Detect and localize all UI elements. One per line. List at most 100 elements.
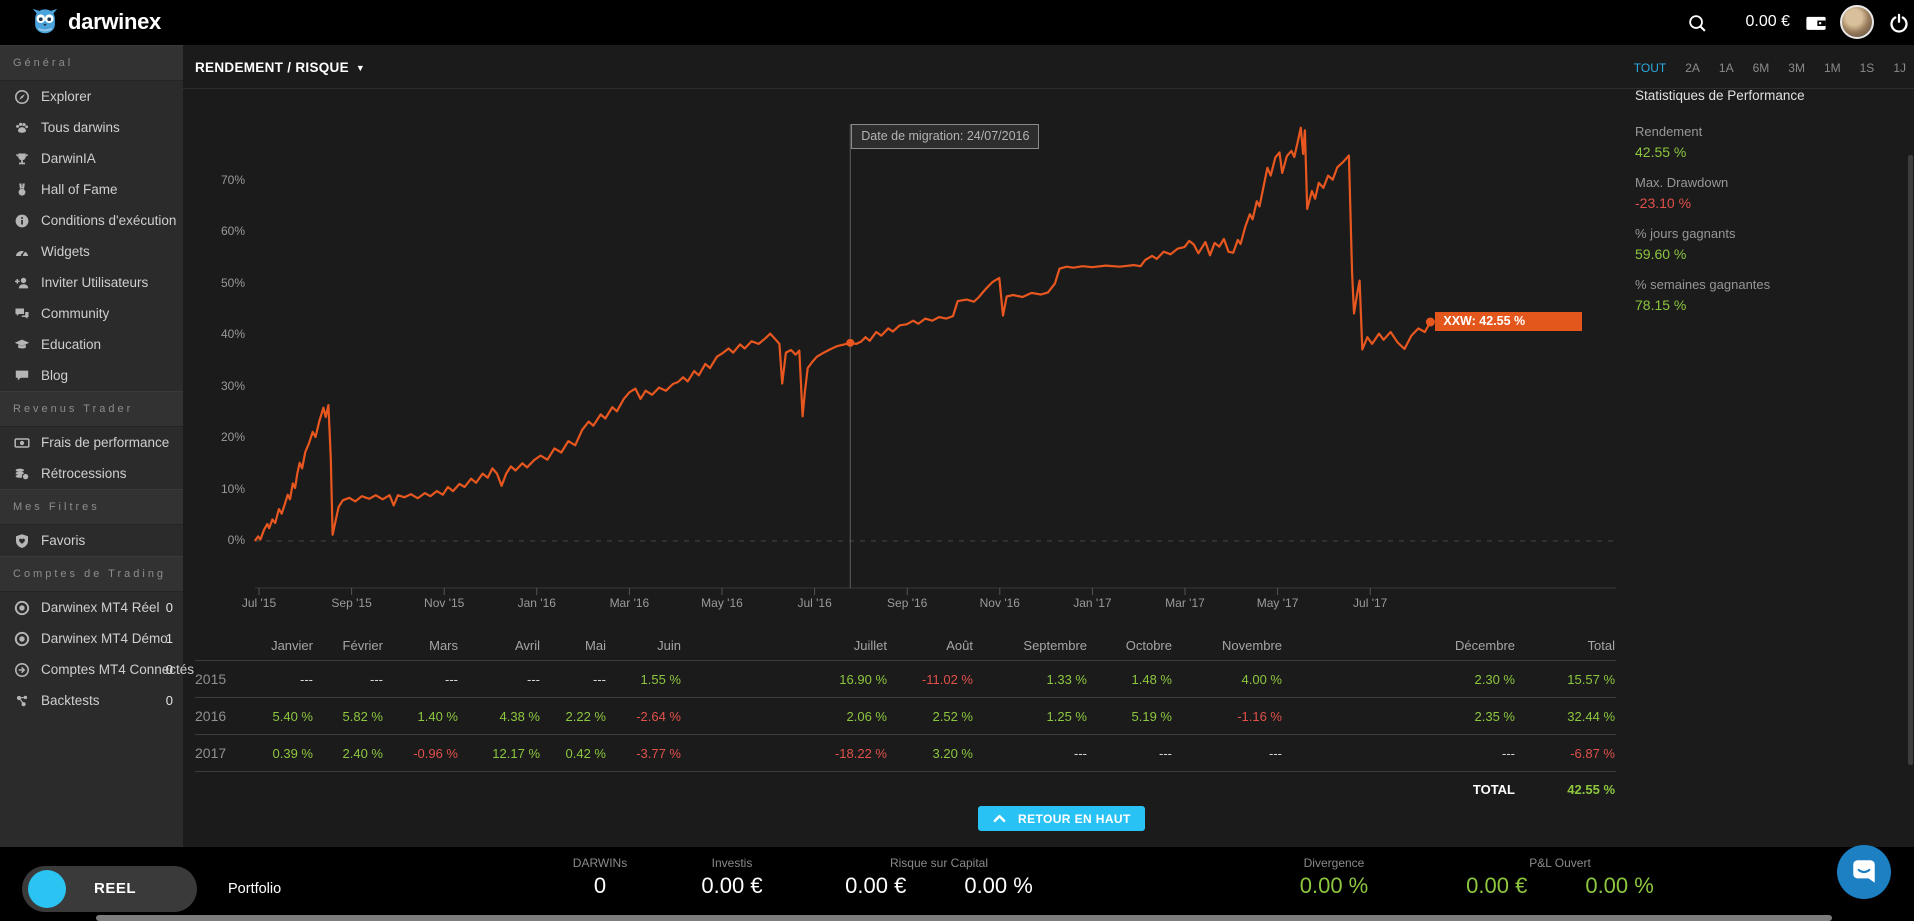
sidebar-item-explorer[interactable]: Explorer (0, 81, 183, 112)
metric-dropdown[interactable]: RENDEMENT / RISQUE ▼ (195, 60, 365, 75)
chat-button[interactable] (1837, 845, 1891, 899)
sidebar-item-hall-of-fame[interactable]: Hall of Fame (0, 174, 183, 205)
range-button-1a[interactable]: 1A (1718, 61, 1734, 75)
real-demo-toggle[interactable]: REEL (22, 866, 197, 912)
y-axis-tick-label: 0% (227, 533, 245, 547)
stat-label: Max. Drawdown (1635, 175, 1729, 190)
metric-dropdown-label: RENDEMENT / RISQUE (195, 60, 349, 75)
graduation-cap-icon (13, 336, 30, 353)
table-value-cell: 2.06 % (846, 708, 887, 724)
table-value-cell: 4.00 % (1241, 671, 1282, 687)
darwinex-logo[interactable]: darwinex (30, 7, 161, 37)
footer-stat-label: DARWINs (572, 856, 628, 870)
table-value-cell: 5.40 % (272, 708, 313, 724)
stat-value: 42.55 % (1635, 144, 1687, 160)
table-value-cell: --- (370, 671, 383, 687)
back-to-top-label: RETOUR EN HAUT (1018, 811, 1131, 826)
wallet-icon[interactable] (1803, 10, 1829, 36)
table-header-cell: Mai (585, 637, 606, 653)
horizontal-scrollbar[interactable] (96, 915, 1832, 921)
table-total-row: TOTAL 42.55 % (195, 771, 1616, 806)
table-value-cell: 0.42 % (565, 745, 606, 761)
search-icon[interactable] (1684, 10, 1710, 36)
owl-logo-icon (30, 7, 60, 37)
table-value-cell: 1.55 % (640, 671, 681, 687)
footer-stat-value: 0.00 % (1585, 873, 1654, 898)
sidebar-item-label: Conditions d'exécution (41, 213, 177, 228)
table-value-cell: -18.22 % (834, 745, 887, 761)
table-year-cell: 2015 (195, 671, 227, 687)
sidebar-item-inviter-utilisateurs[interactable]: Inviter Utilisateurs (0, 267, 183, 298)
sidebar-item-comptes-mt4-connectes[interactable]: Comptes MT4 Connectés 0 (0, 654, 194, 685)
sidebar-item-label: Favoris (41, 533, 86, 548)
chevron-down-icon: ▼ (355, 62, 366, 73)
x-axis-tick-label: Jan '16 (517, 596, 556, 610)
chat-bubbles-icon (13, 305, 30, 322)
table-value-cell: 1.48 % (1131, 671, 1172, 687)
chat-bubble-icon (1853, 860, 1875, 883)
sidebar-item-label: Backtests (41, 693, 100, 708)
range-button-1s[interactable]: 1S (1859, 61, 1875, 75)
footer-stat-value: 0 (593, 873, 607, 898)
logo-text: darwinex (68, 9, 161, 34)
table-value-cell: -11.02 % (921, 671, 973, 687)
sidebar-item-frais-de-performance[interactable]: Frais de performance (0, 427, 183, 458)
table-value-cell: 1.33 % (1046, 671, 1087, 687)
sidebar-item-darwinex-mt4-reel[interactable]: Darwinex MT4 Réel 0 (0, 592, 183, 623)
stat-value: 78.15 % (1635, 297, 1687, 313)
sidebar-item-darwinex-mt4-demo[interactable]: Darwinex MT4 Démo 1 (0, 623, 183, 654)
molecule-icon (13, 692, 30, 709)
sidebar-nav: Général Explorer Tous darwins DarwinIA Hall … (0, 45, 194, 847)
table-value-cell: 15.57 % (1567, 671, 1615, 687)
footer-bar: REEL Portfolio DARWINs 0 Investis 0.00 € Ris… (0, 847, 1914, 921)
user-avatar[interactable] (1840, 5, 1874, 39)
range-button-2a[interactable]: 2A (1685, 61, 1700, 75)
table-value-cell: 1.25 % (1046, 708, 1087, 724)
table-value-cell: 4.38 % (499, 708, 540, 724)
account-balance[interactable]: 0.00 € (1745, 13, 1790, 30)
sidebar-item-education[interactable]: Education (0, 329, 183, 360)
chart-header-row: RENDEMENT / RISQUE ▼ TOUT 2A 1A 6M 3M 1M 1S 1J (183, 45, 1914, 88)
sidebar-item-count: 0 (165, 693, 173, 708)
sidebar-item-label: Tous darwins (41, 120, 120, 135)
sidebar-item-label: Education (41, 337, 102, 352)
stat-value: 59.60 % (1635, 246, 1687, 262)
arrow-circle-icon (13, 661, 30, 678)
sidebar-item-widgets[interactable]: Widgets (0, 236, 183, 267)
toggle-knob (28, 870, 66, 908)
x-axis-tick-label: May '17 (1256, 596, 1299, 610)
sidebar-item-community[interactable]: Community (0, 298, 183, 329)
range-button-1j[interactable]: 1J (1893, 61, 1906, 75)
performance-chart[interactable]: 0% 10% 20% 30% 40% 50% 60% 70% Jul '15 Sep '15 No… (183, 88, 1914, 623)
range-button-6m[interactable]: 6M (1752, 61, 1770, 75)
sidebar-item-tous-darwins[interactable]: Tous darwins (0, 112, 183, 143)
table-header-cell: Août (946, 637, 973, 653)
sidebar-item-favoris[interactable]: Favoris (0, 525, 183, 556)
footer-stat-label: P&L Ouvert (1529, 856, 1591, 870)
sidebar-item-conditions-d-execution[interactable]: Conditions d'exécution (0, 205, 183, 236)
sidebar-item-darwinia[interactable]: DarwinIA (0, 143, 183, 174)
table-total-value: 42.55 % (1567, 781, 1615, 797)
sidebar-item-retrocessions[interactable]: Rétrocessions (0, 458, 183, 489)
power-icon[interactable] (1886, 10, 1912, 36)
medal-icon (13, 181, 30, 198)
range-button-1m[interactable]: 1M (1823, 61, 1841, 75)
table-value-cell: 3.20 % (932, 745, 973, 761)
x-axis-tick-label: Jan '17 (1073, 596, 1112, 610)
vertical-scrollbar[interactable] (1908, 155, 1913, 765)
range-button-tout[interactable]: TOUT (1633, 61, 1667, 75)
chevron-up-icon (993, 814, 1006, 823)
footer-stat-risque-sur-capital: Risque sur Capital 0.00 € 0.00 % (845, 856, 1033, 899)
sidebar-item-label: Hall of Fame (41, 182, 118, 197)
sidebar-item-label: Widgets (41, 244, 90, 259)
sidebar-item-backtests[interactable]: Backtests 0 (0, 685, 183, 716)
y-axis-tick-label: 30% (220, 378, 245, 393)
main-panel (183, 45, 1914, 847)
x-axis-tick-label: Mar '16 (609, 596, 650, 610)
sidebar-item-blog[interactable]: Blog (0, 360, 183, 391)
sidebar-item-label: Frais de performance (41, 435, 170, 450)
top-bar: darwinex 0.00 € (0, 0, 1914, 45)
back-to-top-button[interactable]: RETOUR EN HAUT (978, 806, 1145, 831)
paw-icon (13, 119, 30, 136)
range-button-3m[interactable]: 3M (1788, 61, 1805, 75)
